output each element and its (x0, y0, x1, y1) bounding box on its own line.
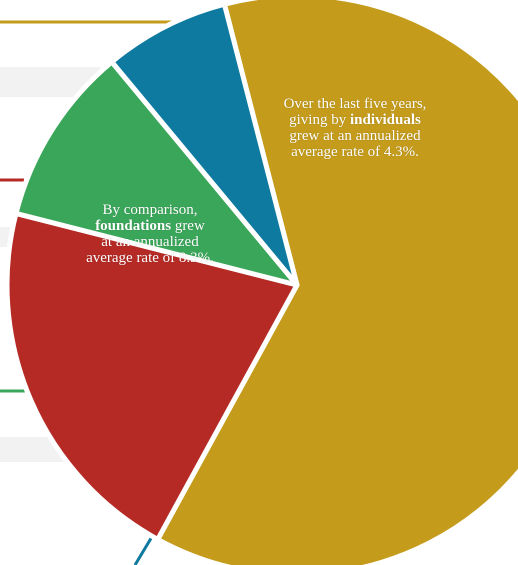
annotation-individuals-keyword: individuals (349, 112, 421, 128)
pie-slice-blue (109, 1, 300, 288)
pie-slices (4, 0, 518, 565)
annotation-foundations-line4: average rate of 8.3%. (86, 250, 214, 266)
pie-slice-green (13, 59, 300, 288)
annotation-foundations: By comparison, foundations grew at an an… (50, 202, 250, 266)
annotation-individuals-line1: Over the last five years, (283, 96, 427, 112)
pie-slice-individuals (155, 0, 518, 565)
annotation-foundations-line3: at an annualized (101, 234, 199, 250)
annotation-individuals-line4: average rate of 4.3%. (291, 144, 419, 160)
annotation-foundations-keyword: foundations (95, 218, 172, 234)
annotation-individuals-line2-pre: giving by (289, 112, 350, 128)
annotation-individuals-line3: grew at an annualized (289, 128, 421, 144)
annotation-foundations-line2-post: grew (171, 218, 205, 234)
annotation-foundations-line1: By comparison, (102, 202, 198, 218)
pie-slice-foundations (4, 210, 300, 542)
annotation-individuals: Over the last five years, giving by indi… (252, 96, 458, 160)
